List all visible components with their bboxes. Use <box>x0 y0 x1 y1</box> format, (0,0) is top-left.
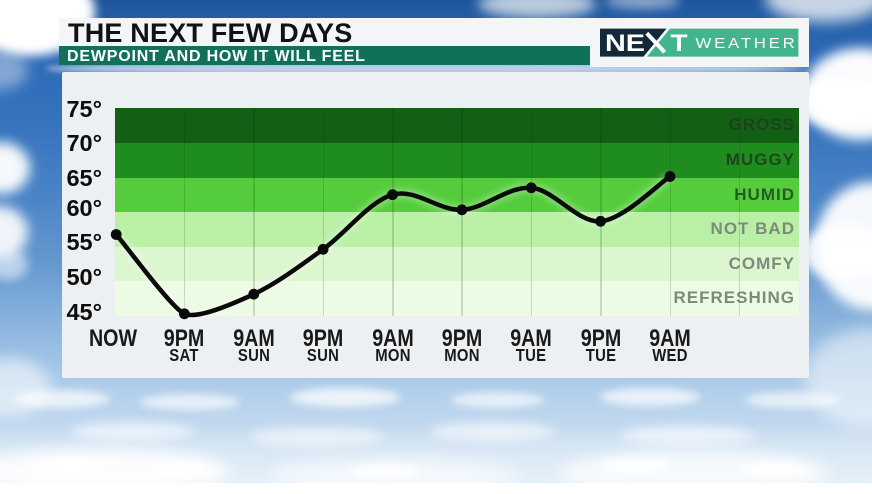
svg-text:T: T <box>671 30 688 57</box>
svg-text:NE: NE <box>605 30 645 57</box>
svg-text:WEATHER: WEATHER <box>696 35 798 52</box>
